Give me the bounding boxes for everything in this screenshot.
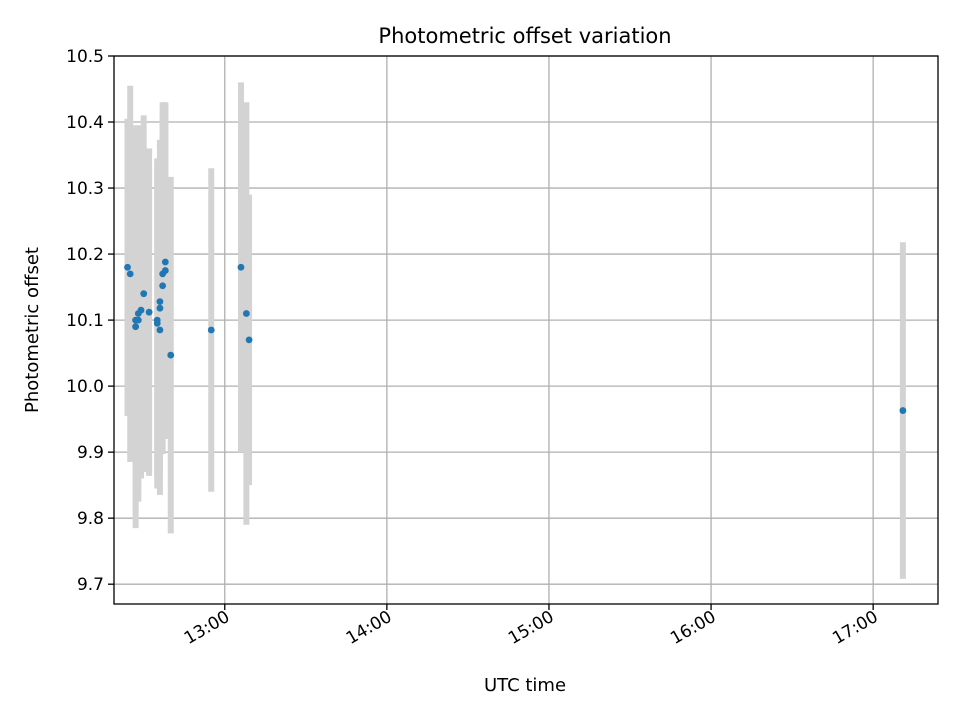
data-point [161, 258, 169, 266]
y-tick-label: 10.3 [66, 179, 104, 199]
data-point [245, 336, 253, 344]
y-tick-label: 10.4 [66, 113, 104, 133]
data-point [156, 298, 164, 306]
data-point [134, 316, 142, 324]
y-tick-label: 10.5 [66, 47, 104, 67]
data-point [137, 306, 145, 314]
y-tick-label: 9.9 [77, 443, 104, 463]
data-point [242, 310, 250, 317]
data-point [126, 270, 134, 278]
data-point [145, 308, 153, 316]
y-tick-label: 10.2 [66, 245, 104, 265]
y-tick-label: 10.1 [66, 311, 104, 331]
data-point [167, 351, 175, 359]
plot-frame [113, 55, 939, 605]
data-point [237, 263, 245, 271]
data-point [899, 407, 907, 414]
data-point [124, 263, 131, 271]
data-point [207, 326, 215, 334]
data-point [156, 326, 164, 334]
y-axis-ticks: 9.7 9.8 9.9 10.0 10.1 10.2 10.3 10.4 10.5 [66, 47, 114, 595]
data-point [132, 323, 140, 331]
y-tick-label: 10.0 [66, 377, 104, 397]
data-point [156, 304, 164, 312]
data-point [161, 267, 169, 274]
data-point [153, 319, 161, 327]
y-tick-label: 9.7 [77, 575, 104, 595]
y-axis-label: Photometric offset [22, 247, 43, 413]
data-point [140, 290, 148, 298]
x-axis-label: UTC time [484, 675, 566, 696]
data-points [124, 258, 907, 414]
chart-title: Photometric offset variation [378, 24, 671, 48]
y-tick-label: 9.8 [77, 509, 104, 529]
data-point [159, 282, 167, 290]
